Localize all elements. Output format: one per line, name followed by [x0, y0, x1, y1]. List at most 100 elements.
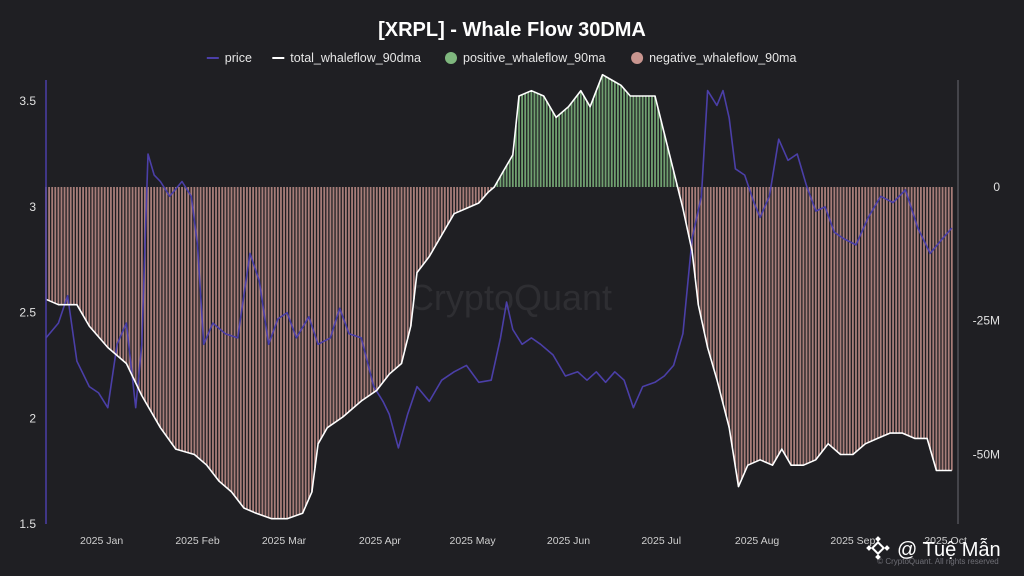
negative-whaleflow-bar: [802, 186, 805, 466]
negative-whaleflow-bar: [106, 186, 109, 348]
positive-whaleflow-bar: [570, 102, 573, 187]
negative-whaleflow-bar: [678, 186, 681, 196]
negative-whaleflow-bar: [842, 186, 845, 455]
negative-whaleflow-bar: [165, 186, 168, 437]
negative-whaleflow-bar: [468, 186, 471, 208]
negative-whaleflow-bar: [459, 186, 462, 212]
negative-whaleflow-bar: [298, 186, 301, 515]
negative-whaleflow-bar: [162, 186, 165, 432]
negative-whaleflow-bar: [208, 186, 211, 470]
negative-whaleflow-bar: [434, 186, 437, 246]
negative-whaleflow-bar: [734, 186, 737, 467]
positive-whaleflow-bar: [613, 81, 616, 187]
negative-whaleflow-bar: [471, 186, 474, 206]
negative-whaleflow-bar: [749, 186, 752, 464]
negative-whaleflow-bar: [771, 186, 774, 466]
axes: [45, 80, 959, 524]
negative-whaleflow-bar: [270, 186, 273, 519]
positive-whaleflow-bar: [505, 165, 508, 187]
negative-whaleflow-bar: [171, 186, 174, 445]
positive-whaleflow-bar: [641, 96, 644, 187]
positive-whaleflow-bar: [620, 85, 622, 187]
negative-whaleflow-bar: [196, 186, 199, 458]
negative-whaleflow-bar: [425, 186, 428, 261]
positive-whaleflow-bar: [617, 83, 619, 187]
negative-whaleflow-bar: [447, 186, 449, 225]
negative-whaleflow-bar: [156, 186, 159, 423]
negative-whaleflow-bar: [131, 186, 134, 377]
negative-whaleflow-bar: [60, 186, 63, 305]
negative-whaleflow-bar: [938, 186, 941, 471]
positive-whaleflow-bar: [635, 96, 638, 187]
negative-whaleflow-bar: [341, 186, 344, 418]
legend-item-negative-whaleflow-90ma[interactable]: negative_whaleflow_90ma: [631, 51, 796, 65]
negative-whaleflow-bar: [920, 186, 922, 439]
y-left-tick-label: 2: [29, 411, 36, 425]
legend-item-positive-whaleflow-90ma[interactable]: positive_whaleflow_90ma: [445, 51, 605, 65]
negative-whaleflow-bar: [388, 186, 391, 375]
negative-whaleflow-bar: [85, 186, 88, 321]
negative-whaleflow-bar: [725, 186, 728, 416]
negative-whaleflow-bar: [147, 186, 149, 407]
negative-whaleflow-bar: [817, 186, 820, 456]
negative-whaleflow-bar: [950, 186, 953, 471]
negative-whaleflow-bar: [762, 186, 765, 462]
legend-item-total-whaleflow-90dma[interactable]: total_whaleflow_90dma: [272, 51, 421, 65]
positive-whaleflow-bar: [536, 93, 539, 187]
negative-whaleflow-bar: [184, 186, 187, 452]
negative-whaleflow-bar: [100, 186, 103, 341]
negative-whaleflow-bar: [851, 186, 854, 455]
negative-whaleflow-bar: [694, 186, 697, 278]
positive-whaleflow-bar: [604, 76, 607, 187]
negative-whaleflow-bar: [344, 186, 347, 415]
negative-whaleflow-bar: [394, 186, 397, 369]
negative-whaleflow-bar: [882, 186, 885, 436]
x-tick-label: 2025 Oct: [924, 535, 967, 547]
watermark: CryptoQuant: [408, 277, 612, 318]
negative-whaleflow-bar: [246, 186, 248, 510]
negative-whaleflow-bar: [743, 186, 746, 473]
negative-whaleflow-bar: [484, 186, 486, 196]
negative-whaleflow-bar: [487, 186, 489, 193]
positive-whaleflow-bar: [573, 98, 576, 187]
negative-whaleflow-bar: [307, 186, 310, 500]
negative-whaleflow-bar: [907, 186, 910, 436]
negative-whaleflow-bar: [712, 186, 715, 369]
positive-whaleflow-bar: [623, 88, 626, 187]
negative-whaleflow-bar: [827, 186, 830, 444]
negative-whaleflow-bar: [267, 186, 270, 518]
negative-whaleflow-bar: [338, 186, 341, 420]
x-tick-label: 2025 Jan: [80, 535, 123, 547]
negative-whaleflow-bar: [700, 186, 703, 319]
price-line: [45, 89, 953, 449]
negative-whaleflow-bar: [218, 186, 221, 482]
negative-whaleflow-bar: [329, 186, 332, 426]
positive-whaleflow-bar: [558, 114, 561, 187]
negative-whaleflow-bar: [799, 186, 802, 466]
negative-whaleflow-bar: [242, 186, 245, 508]
negative-whaleflow-bar: [113, 186, 115, 353]
negative-whaleflow-bar: [205, 186, 208, 466]
negative-whaleflow-bar: [759, 186, 762, 460]
negative-whaleflow-bar: [885, 186, 888, 435]
negative-whaleflow-bar: [870, 186, 873, 442]
negative-whaleflow-bar: [134, 186, 137, 383]
negative-whaleflow-bar: [57, 186, 60, 305]
negative-whaleflow-bar: [833, 186, 836, 450]
negative-whaleflow-bar: [178, 186, 180, 451]
positive-whaleflow-bar: [592, 98, 595, 187]
negative-whaleflow-bar: [821, 186, 823, 452]
positive-whaleflow-bar: [576, 94, 579, 187]
negative-whaleflow-bar: [722, 186, 724, 404]
negative-whaleflow-bar: [103, 186, 106, 344]
negative-whaleflow-bar: [230, 186, 233, 492]
negative-whaleflow-bar: [110, 186, 112, 351]
negative-whaleflow-bar: [462, 186, 465, 210]
negative-whaleflow-bar: [703, 186, 706, 334]
positive-whaleflow-bar: [647, 96, 650, 187]
negative-whaleflow-bar: [221, 186, 224, 484]
y-right-tick-label: 0: [993, 180, 1000, 194]
negative-whaleflow-bar: [72, 186, 75, 305]
negative-whaleflow-bar: [814, 186, 817, 460]
legend-item-price[interactable]: price: [206, 51, 252, 65]
